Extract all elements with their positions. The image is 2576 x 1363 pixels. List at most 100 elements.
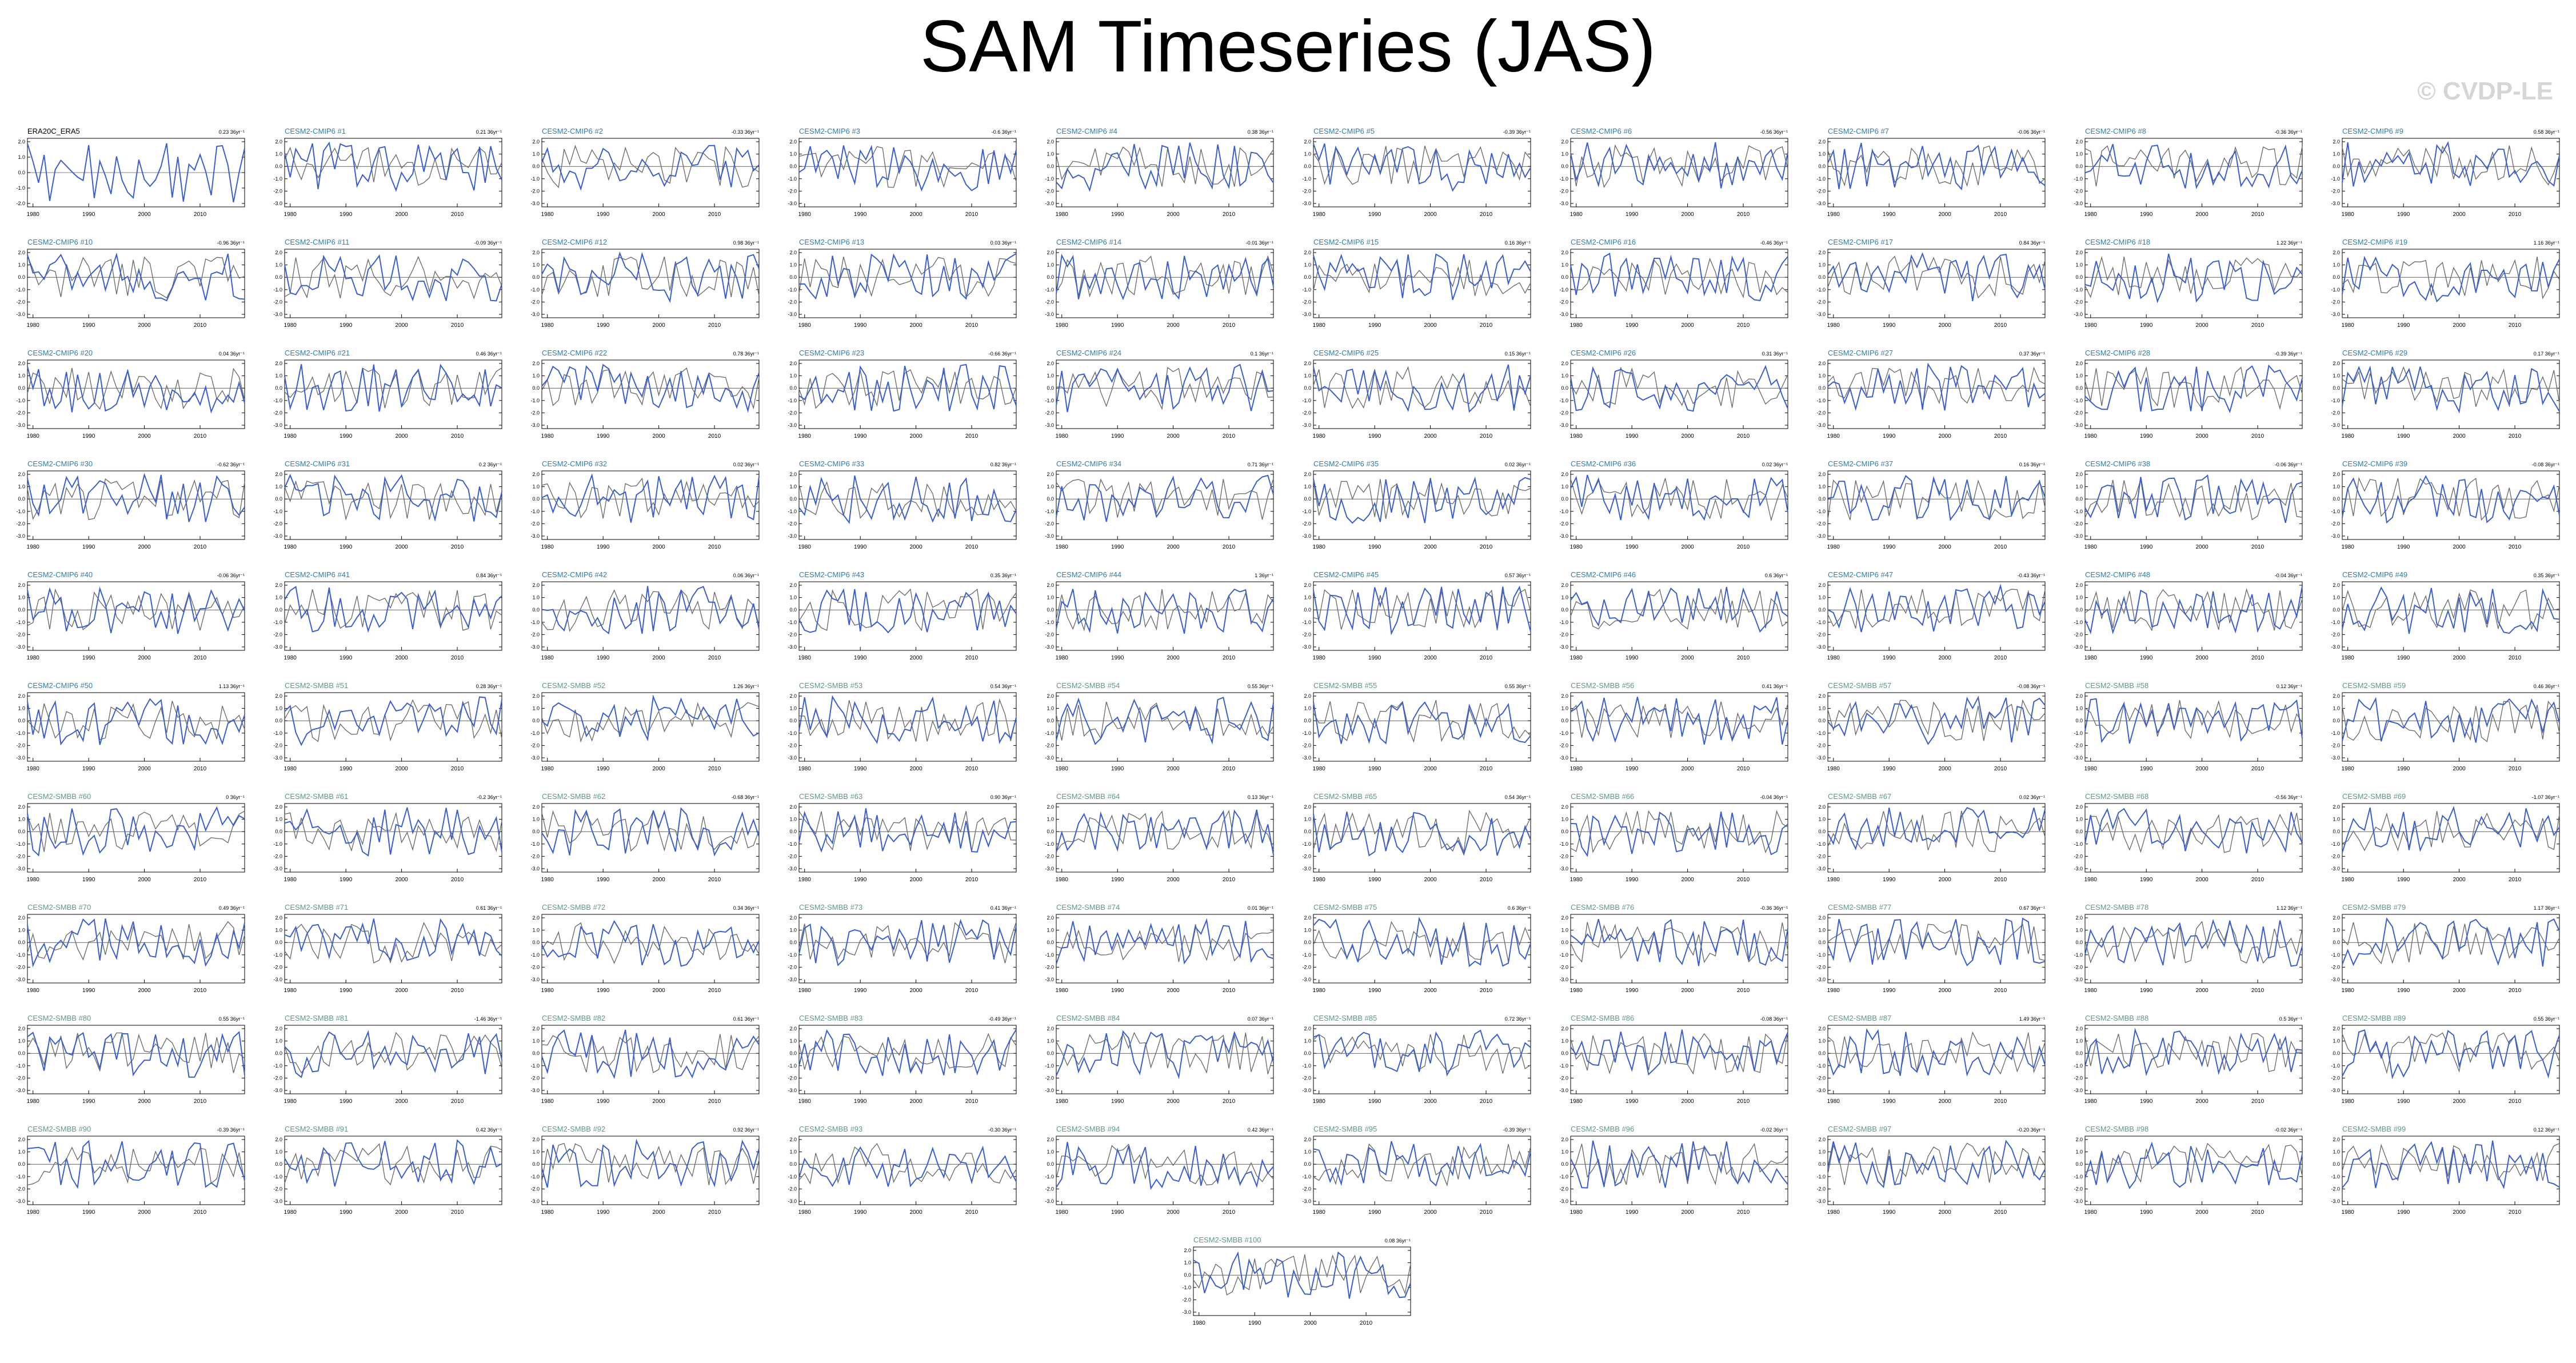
panel-title: CESM2-SMBB #69 bbox=[2342, 792, 2406, 801]
y-tick-label: 0.0 bbox=[532, 496, 540, 502]
y-tick-label: -1.0 bbox=[1559, 952, 1568, 958]
panel: CESM2-CMIP6 #24 0.1 36yr⁻¹2.01.00.0-1.0-2… bbox=[1045, 349, 1274, 439]
x-tick-label: 2010 bbox=[1480, 322, 1493, 329]
y-tick-label: -2.0 bbox=[1045, 410, 1054, 415]
y-tick-label: -3.0 bbox=[2074, 866, 2083, 872]
y-tick-label: 1.0 bbox=[2333, 262, 2340, 268]
x-tick-label: 1980 bbox=[1313, 322, 1326, 329]
x-tick-label: 2010 bbox=[1994, 322, 2007, 329]
panel-trend: 1.17 36yr⁻¹ bbox=[2534, 905, 2559, 911]
y-tick-label: 0.0 bbox=[275, 1050, 282, 1056]
reference-series-line bbox=[2084, 145, 2303, 187]
x-tick-label: 1980 bbox=[27, 655, 40, 661]
x-tick-label: 1990 bbox=[597, 988, 610, 994]
member-series-line bbox=[2342, 1140, 2560, 1189]
x-tick-label: 1980 bbox=[27, 211, 40, 218]
reference-series-line bbox=[2342, 1143, 2560, 1181]
panel-frame bbox=[1827, 692, 2046, 762]
y-tick-label: 0.0 bbox=[2333, 496, 2340, 502]
y-tick-label: -2.0 bbox=[2074, 188, 2083, 194]
x-tick-label: 1980 bbox=[798, 766, 812, 772]
x-tick-label: 2000 bbox=[652, 655, 665, 661]
x-tick-label: 1990 bbox=[82, 544, 95, 550]
x-tick-label: 1980 bbox=[1056, 766, 1069, 772]
member-series-line bbox=[1056, 588, 1274, 634]
x-tick-label: 1980 bbox=[284, 655, 297, 661]
y-tick-label: -3.0 bbox=[788, 644, 797, 650]
x-tick-label: 1990 bbox=[1368, 211, 1381, 218]
y-tick-label: -3.0 bbox=[1816, 422, 1826, 428]
watermark: © CVDP-LE bbox=[2417, 77, 2553, 105]
panel-frame bbox=[2084, 914, 2303, 984]
panel-frame bbox=[541, 692, 760, 762]
y-tick-label: 1.0 bbox=[2075, 151, 2083, 157]
y-tick-label: 2.0 bbox=[532, 1137, 540, 1142]
x-tick-label: 2010 bbox=[1480, 211, 1493, 218]
y-tick-label: -3.0 bbox=[788, 755, 797, 761]
x-tick-label: 1980 bbox=[798, 1209, 812, 1216]
y-tick-label: 2.0 bbox=[1561, 361, 1568, 366]
y-tick-label: -1.0 bbox=[788, 1174, 797, 1180]
x-tick-label: 2010 bbox=[708, 988, 721, 994]
x-tick-label: 1980 bbox=[284, 877, 297, 883]
y-tick-label: -2.0 bbox=[788, 521, 797, 526]
x-tick-label: 1990 bbox=[1111, 655, 1124, 661]
y-tick-label: -2.0 bbox=[1045, 188, 1054, 194]
y-tick-label: 1.0 bbox=[18, 817, 25, 822]
reference-series-line bbox=[2342, 589, 2560, 630]
member-series-line bbox=[541, 363, 760, 413]
y-tick-label: 1.0 bbox=[1818, 706, 1826, 712]
y-tick-label: 0.0 bbox=[789, 385, 797, 391]
panel-trend: 0.17 36yr⁻¹ bbox=[2534, 351, 2559, 357]
y-tick-label: 1.0 bbox=[2333, 817, 2340, 822]
reference-series-line bbox=[2342, 145, 2560, 186]
x-tick-label: 2010 bbox=[1223, 1209, 1236, 1216]
member-series-line bbox=[798, 588, 1017, 634]
panel-title: CESM2-CMIP6 #47 bbox=[1828, 570, 1893, 579]
y-tick-label: -3.0 bbox=[1559, 977, 1568, 982]
y-tick-label: -1.0 bbox=[788, 619, 797, 625]
x-tick-label: 1990 bbox=[2397, 988, 2410, 994]
panel: CESM2-CMIP6 #34 0.71 36yr⁻¹2.01.00.0-1.0-… bbox=[1045, 459, 1274, 550]
y-tick-label: 0.0 bbox=[1818, 1050, 1826, 1056]
panel-frame bbox=[284, 359, 502, 429]
x-tick-label: 1990 bbox=[340, 766, 353, 772]
x-tick-label: 1980 bbox=[2342, 655, 2355, 661]
panel-frame bbox=[2084, 359, 2303, 429]
y-tick-label: 2.0 bbox=[1304, 582, 1311, 588]
y-tick-label: 2.0 bbox=[1561, 471, 1568, 477]
x-tick-label: 2010 bbox=[2251, 655, 2265, 661]
y-tick-label: -3.0 bbox=[273, 977, 282, 982]
x-tick-label: 2010 bbox=[2509, 1209, 2522, 1216]
x-tick-label: 2010 bbox=[1223, 211, 1236, 218]
y-tick-label: 1.0 bbox=[2333, 706, 2340, 712]
member-series-line bbox=[798, 145, 1017, 192]
y-tick-label: 2.0 bbox=[789, 139, 797, 145]
y-tick-label: 1.0 bbox=[275, 1038, 282, 1044]
panel-trend: 0.90 36yr⁻¹ bbox=[991, 794, 1016, 800]
panel-trend: 0.38 36yr⁻¹ bbox=[1248, 129, 1273, 135]
panel-title: CESM2-SMBB #64 bbox=[1056, 792, 1120, 801]
panel-trend: -0.08 36yr⁻¹ bbox=[2018, 684, 2045, 689]
y-tick-label: -3.0 bbox=[2074, 422, 2083, 428]
y-tick-label: 1.0 bbox=[1818, 373, 1826, 379]
y-tick-label: 0.0 bbox=[2333, 1161, 2340, 1167]
y-tick-label: -2.0 bbox=[2331, 742, 2340, 748]
panel-title: CESM2-CMIP6 #36 bbox=[1571, 459, 1636, 468]
reference-series-line bbox=[1827, 924, 2046, 961]
y-tick-label: 1.0 bbox=[18, 706, 25, 712]
x-tick-label: 2000 bbox=[1938, 322, 1951, 329]
panel: CESM2-CMIP6 #14 -0.01 36yr⁻¹2.01.00.0-1.0… bbox=[1045, 238, 1274, 329]
panel: CESM2-CMIP6 #36 0.02 36yr⁻¹2.01.00.0-1.0-… bbox=[1559, 459, 1788, 550]
x-tick-label: 2010 bbox=[1223, 322, 1236, 329]
x-tick-label: 1980 bbox=[1313, 655, 1326, 661]
member-series-line bbox=[541, 807, 760, 857]
y-tick-label: 0.0 bbox=[532, 718, 540, 724]
panel-title: CESM2-SMBB #97 bbox=[1828, 1125, 1891, 1133]
x-tick-label: 2010 bbox=[2251, 544, 2265, 550]
y-tick-label: 2.0 bbox=[18, 804, 25, 810]
y-tick-label: 1.0 bbox=[789, 706, 797, 712]
y-tick-label: -3.0 bbox=[1045, 644, 1054, 650]
panel: CESM2-CMIP6 #1 0.21 36yr⁻¹2.01.00.0-1.0-2… bbox=[273, 127, 502, 218]
